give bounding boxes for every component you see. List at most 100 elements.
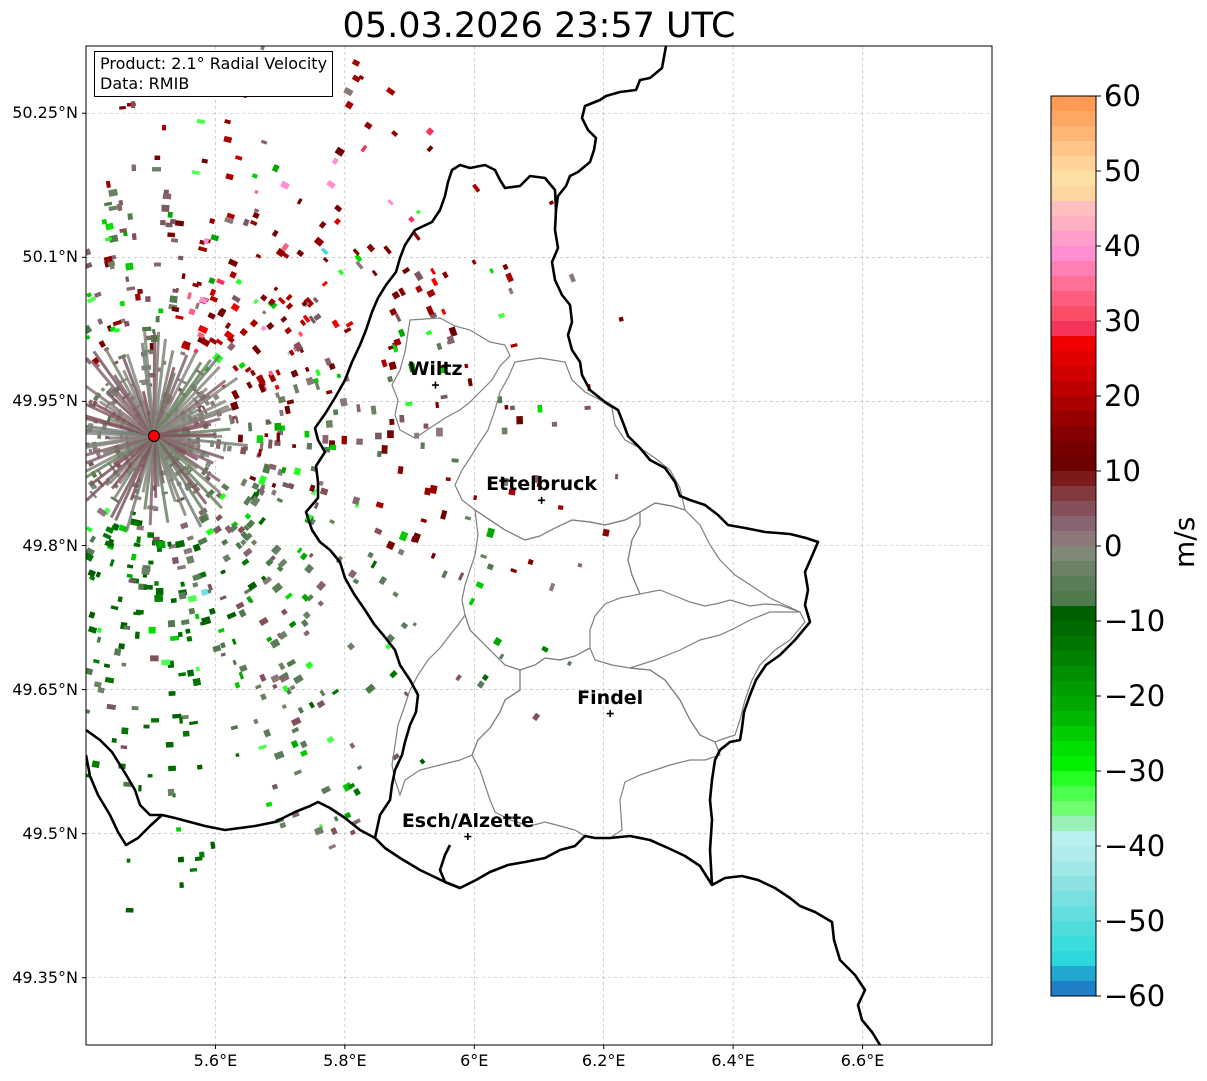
velocity-bin [302,611,311,620]
velocity-bin [293,467,302,476]
colorbar-tick-label: 20 [1104,379,1141,413]
colorbar-tick-label: −60 [1104,979,1166,1013]
velocity-bin [244,366,252,373]
velocity-bin [225,173,234,181]
velocity-bin [120,745,128,750]
velocity-bin [186,292,192,300]
velocity-bin [356,404,361,413]
velocity-bin [352,578,360,585]
velocity-bin [441,570,448,579]
velocity-bin [88,448,93,453]
velocity-bin [548,200,555,206]
velocity-bin [209,218,216,225]
velocity-bin [445,477,451,482]
velocity-bin [226,445,232,452]
velocity-bin [440,509,448,520]
velocity-bin [302,314,311,323]
velocity-bin [136,525,144,531]
velocity-bin [310,518,316,526]
velocity-bin [426,145,434,153]
velocity-bin [174,220,185,227]
velocity-bin [471,259,477,265]
colorbar-units-label: m/s [1168,516,1201,568]
velocity-bin [245,519,256,529]
colorbar [1050,95,1097,997]
velocity-bin [336,373,342,379]
velocity-bin [119,228,127,233]
velocity-bin [274,422,282,431]
velocity-bin [381,445,388,454]
velocity-bin [313,501,320,510]
velocity-bin [249,319,259,328]
velocity-bin [430,552,436,560]
velocity-bin [143,584,153,590]
velocity-bin [415,285,423,294]
velocity-bin [253,718,259,725]
velocity-bin [263,728,272,738]
velocity-bin [473,495,478,501]
velocity-bin [284,327,292,335]
velocity-bin [333,217,341,225]
velocity-bin [151,718,159,723]
velocity-bin [305,661,314,670]
velocity-bin [224,216,234,225]
velocity-bin [386,540,396,550]
velocity-bin [250,539,258,546]
velocity-bin [331,688,340,696]
canton-boundaries [391,317,806,839]
velocity-bin [291,811,300,818]
velocity-bin [134,631,140,639]
velocity-bin [387,375,394,383]
velocity-bin [394,313,402,323]
velocity-bin [364,121,373,130]
city-markers [431,381,614,841]
velocity-bin [304,366,310,373]
velocity-bin [141,567,150,575]
velocity-bin [117,203,123,211]
velocity-bin [126,858,131,863]
velocity-bin [88,611,96,619]
velocity-bin [360,144,368,153]
velocity-bin [189,720,199,726]
velocity-bin [232,659,237,666]
velocity-bin [171,306,180,313]
velocity-bin [224,119,231,125]
velocity-bin [169,635,180,642]
velocity-bin [268,463,277,471]
velocity-bin [108,205,118,212]
velocity-bin [347,569,357,579]
velocity-bin [86,525,93,533]
colorbar-tick-label: −50 [1104,904,1166,938]
velocity-bin [224,525,233,534]
velocity-bin [239,327,248,337]
velocity-bin [130,520,141,527]
velocity-bin [231,638,237,645]
velocity-bin [168,765,177,772]
velocity-bin [119,105,126,110]
velocity-bin [420,442,425,449]
velocity-bin [290,716,302,727]
velocity-bin [331,157,339,165]
velocity-bin [475,581,484,589]
velocity-bin [128,578,136,584]
velocity-bin [344,100,354,110]
city-marker [538,496,546,504]
velocity-bin [235,541,243,550]
velocity-bin [197,325,209,334]
velocity-bin [277,296,286,305]
velocity-bin [398,287,406,297]
velocity-bin [158,308,164,314]
velocity-bin [226,212,235,220]
velocity-bin [130,101,136,109]
velocity-bin [458,572,465,581]
city-label: Ettelbruck [486,473,598,496]
velocity-bin [241,558,250,566]
velocity-bin [413,270,424,282]
velocity-bin [154,594,164,603]
velocity-bin [256,374,266,386]
velocity-bin [326,179,336,189]
velocity-bin [221,538,229,546]
velocity-bin [161,659,171,666]
velocity-bin [111,738,117,743]
velocity-bin [242,547,253,558]
